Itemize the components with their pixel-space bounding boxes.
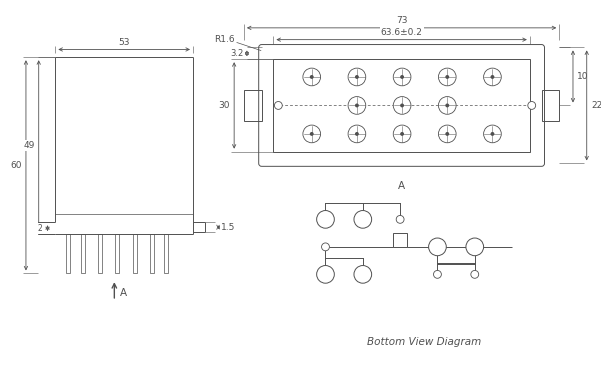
Circle shape bbox=[354, 211, 371, 228]
Circle shape bbox=[445, 75, 449, 79]
Text: A: A bbox=[397, 181, 404, 191]
Bar bbox=[542, 90, 559, 121]
Circle shape bbox=[396, 215, 404, 223]
Text: 30: 30 bbox=[219, 101, 230, 110]
Circle shape bbox=[303, 125, 320, 143]
Circle shape bbox=[355, 103, 359, 107]
Circle shape bbox=[490, 75, 495, 79]
Text: R1.6: R1.6 bbox=[214, 35, 234, 44]
Circle shape bbox=[445, 132, 449, 136]
Circle shape bbox=[354, 266, 371, 283]
Circle shape bbox=[528, 101, 535, 109]
Bar bbox=[115, 234, 119, 273]
Circle shape bbox=[466, 238, 484, 256]
Text: Bottom View Diagram: Bottom View Diagram bbox=[367, 337, 481, 347]
Circle shape bbox=[400, 132, 404, 136]
Text: 22: 22 bbox=[591, 101, 601, 110]
Text: A: A bbox=[120, 288, 127, 298]
Text: 1.5: 1.5 bbox=[221, 223, 236, 232]
Bar bbox=[244, 90, 261, 121]
Circle shape bbox=[393, 125, 411, 143]
Circle shape bbox=[438, 68, 456, 86]
Circle shape bbox=[317, 266, 334, 283]
Bar bbox=[393, 233, 407, 247]
Circle shape bbox=[429, 238, 447, 256]
Circle shape bbox=[433, 270, 441, 278]
Circle shape bbox=[438, 125, 456, 143]
Circle shape bbox=[484, 68, 501, 86]
Text: 10: 10 bbox=[577, 72, 588, 81]
Circle shape bbox=[322, 243, 329, 251]
Bar bbox=[133, 234, 137, 273]
Text: 73: 73 bbox=[396, 17, 407, 25]
Circle shape bbox=[471, 270, 478, 278]
FancyBboxPatch shape bbox=[258, 45, 545, 166]
Circle shape bbox=[484, 125, 501, 143]
Circle shape bbox=[275, 101, 282, 109]
Bar bbox=[81, 234, 85, 273]
Text: 53: 53 bbox=[118, 38, 130, 47]
Circle shape bbox=[303, 68, 320, 86]
Text: 63.6±0.2: 63.6±0.2 bbox=[380, 28, 423, 37]
Circle shape bbox=[310, 75, 314, 79]
Circle shape bbox=[348, 97, 366, 114]
Text: 3.2: 3.2 bbox=[230, 49, 244, 58]
Circle shape bbox=[310, 132, 314, 136]
Bar bbox=[97, 234, 102, 273]
Bar bbox=[150, 234, 154, 273]
Bar bbox=[66, 234, 70, 273]
Bar bbox=[273, 59, 529, 152]
Circle shape bbox=[445, 103, 449, 107]
Circle shape bbox=[490, 132, 495, 136]
Text: 49: 49 bbox=[23, 141, 35, 150]
Circle shape bbox=[400, 103, 404, 107]
Bar bbox=[165, 234, 168, 273]
Text: 2: 2 bbox=[37, 224, 42, 233]
Circle shape bbox=[348, 125, 366, 143]
Circle shape bbox=[400, 75, 404, 79]
Circle shape bbox=[317, 211, 334, 228]
Circle shape bbox=[438, 97, 456, 114]
Text: 60: 60 bbox=[10, 161, 22, 170]
Circle shape bbox=[348, 68, 366, 86]
Circle shape bbox=[355, 75, 359, 79]
Circle shape bbox=[393, 97, 411, 114]
Circle shape bbox=[355, 132, 359, 136]
Circle shape bbox=[393, 68, 411, 86]
